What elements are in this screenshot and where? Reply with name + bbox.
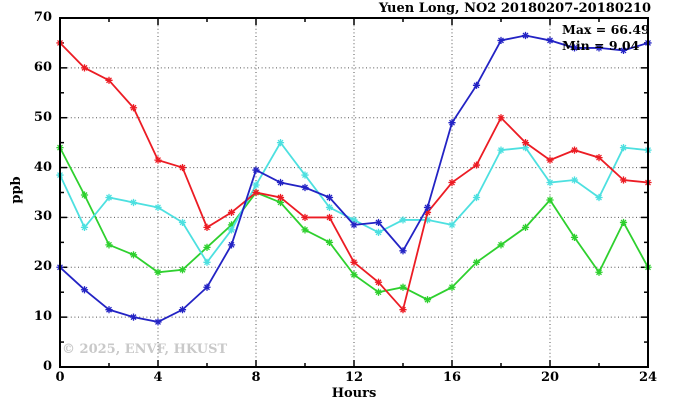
max-annotation: Max = 66.49: [562, 22, 650, 37]
x-tick-label: 12: [344, 370, 364, 385]
y-tick-label: 0: [42, 359, 52, 374]
series-red: [56, 39, 652, 314]
watermark: © 2025, ENVF, HKUST: [62, 342, 228, 357]
max-min-annotation: Max = 66.49 Min = 9.04: [562, 22, 650, 54]
x-tick-label: 24: [638, 370, 658, 385]
x-tick-label: 16: [442, 370, 462, 385]
grid-lines: [60, 18, 648, 367]
x-tick-label: 20: [540, 370, 560, 385]
x-tick-label: 8: [251, 370, 261, 385]
tick-marks: [59, 17, 649, 368]
y-tick-label: 50: [33, 109, 52, 125]
y-tick-label: 70: [33, 10, 52, 25]
y-tick-label: 40: [33, 159, 52, 175]
series-blue-line: [59, 34, 649, 323]
axis-frame: [59, 17, 649, 368]
x-tick-label: 0: [55, 370, 65, 385]
min-annotation: Min = 9.04: [562, 38, 640, 53]
y-tick-label: 30: [33, 209, 52, 225]
x-axis-label: Hours: [331, 386, 377, 401]
y-tick-label: 60: [33, 59, 52, 75]
y-tick-label: 20: [33, 259, 52, 275]
x-tick-label: 4: [153, 370, 163, 385]
chart-title: Yuen Long, NO2 20180207-20180210: [378, 1, 651, 16]
y-tick-label: 10: [33, 309, 52, 325]
